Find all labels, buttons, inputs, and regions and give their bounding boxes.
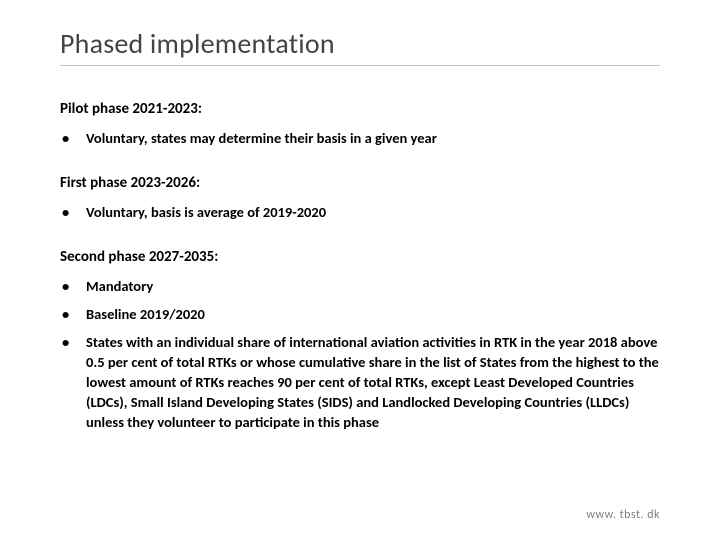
phase-heading: Pilot phase 2021-2023: — [60, 100, 660, 118]
list-item: • Baseline 2019/2020 — [60, 304, 660, 324]
list-item: • Voluntary, states may determine their … — [60, 128, 660, 148]
bullet-text: Mandatory — [86, 276, 660, 296]
bullet-icon: • — [60, 332, 86, 352]
phase-heading: Second phase 2027-2035: — [60, 248, 660, 266]
phase-block-second: Second phase 2027-2035: • Mandatory • Ba… — [60, 248, 660, 432]
footer-url: www. tbst. dk — [586, 508, 660, 522]
list-item: • States with an individual share of int… — [60, 332, 660, 432]
bullet-icon: • — [60, 304, 86, 324]
bullet-text: Baseline 2019/2020 — [86, 304, 660, 324]
list-item: • Voluntary, basis is average of 2019-20… — [60, 202, 660, 222]
bullet-text: States with an individual share of inter… — [86, 332, 660, 432]
bullet-text: Voluntary, basis is average of 2019-2020 — [86, 202, 660, 222]
phase-heading: First phase 2023-2026: — [60, 174, 660, 192]
phase-block-pilot: Pilot phase 2021-2023: • Voluntary, stat… — [60, 100, 660, 148]
bullet-text: Voluntary, states may determine their ba… — [86, 128, 660, 148]
bullet-icon: • — [60, 202, 86, 222]
list-item: • Mandatory — [60, 276, 660, 296]
phase-bullets: • Mandatory • Baseline 2019/2020 • State… — [60, 276, 660, 432]
slide: Phased implementation Pilot phase 2021-2… — [0, 0, 720, 540]
phase-block-first: First phase 2023-2026: • Voluntary, basi… — [60, 174, 660, 222]
page-title: Phased implementation — [60, 26, 660, 66]
bullet-icon: • — [60, 128, 86, 148]
phase-bullets: • Voluntary, basis is average of 2019-20… — [60, 202, 660, 222]
bullet-icon: • — [60, 276, 86, 296]
phase-bullets: • Voluntary, states may determine their … — [60, 128, 660, 148]
